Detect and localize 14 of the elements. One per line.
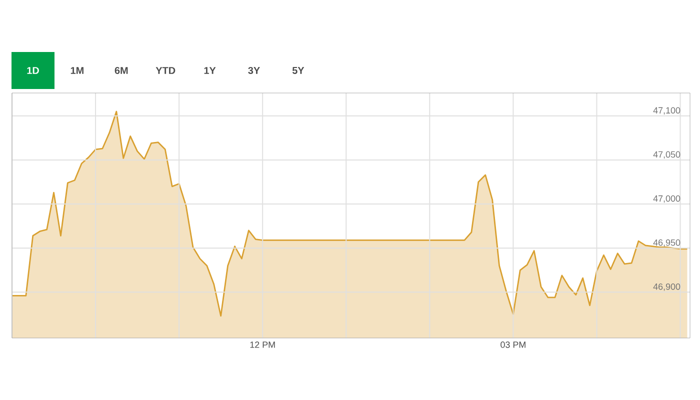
- text: 1D: [27, 67, 39, 74]
- text: 1Y: [204, 67, 216, 74]
- text: YTD: [156, 67, 176, 74]
- text: 5Y: [292, 67, 304, 74]
- y-tick-label: 47,100: [653, 107, 680, 115]
- y-tick-label: 47,000: [653, 195, 680, 203]
- text: 3Y: [248, 66, 260, 74]
- x-tick-label: 12 PM: [250, 342, 275, 348]
- y-tick-label: 47,050: [653, 151, 680, 159]
- y-tick-label: 46,950: [653, 239, 680, 247]
- y-tick-label: 46,900: [653, 283, 680, 291]
- x-tick-label: 03 PM: [500, 342, 526, 348]
- text: 1M: [70, 67, 84, 74]
- text: 6M: [114, 66, 128, 74]
